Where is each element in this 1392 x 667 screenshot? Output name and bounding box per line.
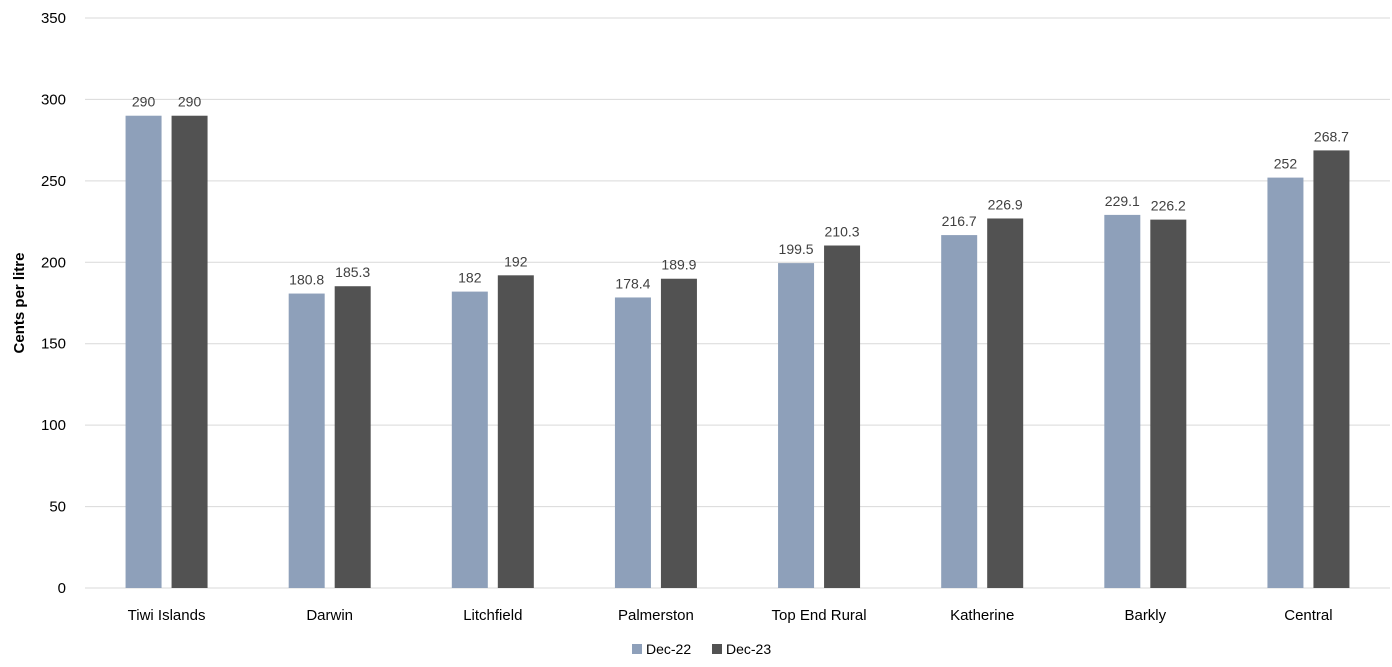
data-label-dec-22-1: 180.8 — [289, 272, 324, 288]
bar-dec-23-5 — [987, 218, 1024, 588]
bar-dec-23-2 — [497, 275, 534, 588]
legend-swatch-dec-22 — [632, 644, 642, 654]
x-category-label: Tiwi Islands — [128, 607, 206, 624]
bar-dec-22-7 — [1267, 177, 1304, 588]
bar-dec-22-5 — [941, 235, 978, 589]
y-tick-label-100: 100 — [41, 417, 66, 434]
x-category-label: Darwin — [306, 607, 353, 624]
x-category-label: Palmerston — [618, 607, 694, 624]
data-labels: 290 290 180.8 185.3 182 192 178.4 189.9 199.5 210… — [132, 94, 1349, 292]
x-category-label: Top End Rural — [772, 607, 867, 624]
data-label-dec-22-3: 178.4 — [615, 275, 650, 291]
data-label-dec-23-3: 189.9 — [661, 257, 696, 273]
data-label-dec-22-5: 216.7 — [942, 213, 977, 229]
x-category-label: Litchfield — [463, 607, 522, 624]
y-tick-label-0: 0 — [58, 580, 66, 597]
bar-dec-23-7 — [1313, 150, 1350, 588]
bar-dec-23-4 — [824, 245, 861, 589]
y-tick-label-250: 250 — [41, 173, 66, 190]
legend-swatch-dec-23 — [712, 644, 722, 654]
data-label-dec-23-6: 226.2 — [1151, 198, 1186, 214]
data-label-dec-22-7: 252 — [1274, 156, 1298, 172]
legend-label-dec-23: Dec-23 — [726, 641, 771, 657]
bar-dec-22-1 — [288, 293, 325, 588]
bar-dec-23-0 — [171, 115, 208, 588]
data-label-dec-22-6: 229.1 — [1105, 193, 1140, 209]
x-category-label: Barkly — [1124, 607, 1166, 624]
data-label-dec-22-4: 199.5 — [779, 241, 814, 257]
y-tick-label-350: 350 — [41, 10, 66, 27]
data-label-dec-23-2: 192 — [504, 253, 528, 269]
x-category-label: Katherine — [950, 607, 1014, 624]
bar-dec-22-6 — [1104, 214, 1141, 588]
data-label-dec-23-0: 290 — [178, 94, 202, 110]
x-category-label: Central — [1284, 607, 1332, 624]
x-axis-categories: Tiwi Islands Darwin Litchfield Palmerston To… — [128, 607, 1333, 624]
data-label-dec-22-2: 182 — [458, 270, 482, 286]
data-label-dec-23-5: 226.9 — [988, 196, 1023, 212]
data-label-dec-23-4: 210.3 — [825, 224, 860, 240]
y-axis-title: Cents per litre — [11, 253, 28, 354]
data-label-dec-23-1: 185.3 — [335, 264, 370, 280]
y-tick-label-150: 150 — [41, 336, 66, 353]
y-tick-label-200: 200 — [41, 254, 66, 271]
bar-dec-22-3 — [614, 297, 651, 588]
bar-dec-22-2 — [451, 291, 488, 588]
bar-dec-22-4 — [778, 263, 815, 588]
legend: Dec-22 Dec-23 — [632, 641, 771, 657]
gridlines — [85, 17, 1390, 589]
bar-dec-23-6 — [1150, 219, 1187, 589]
bar-dec-23-3 — [660, 278, 697, 588]
y-tick-label-50: 50 — [49, 499, 66, 516]
data-label-dec-23-7: 268.7 — [1314, 128, 1349, 144]
y-axis-ticks: 0 50 100 150 200 250 300 350 — [41, 10, 66, 597]
y-tick-label-300: 300 — [41, 91, 66, 108]
bars — [125, 115, 1350, 589]
bar-dec-23-1 — [334, 286, 371, 588]
bar-dec-22-0 — [125, 115, 162, 588]
legend-label-dec-22: Dec-22 — [646, 641, 691, 657]
data-label-dec-22-0: 290 — [132, 94, 156, 110]
